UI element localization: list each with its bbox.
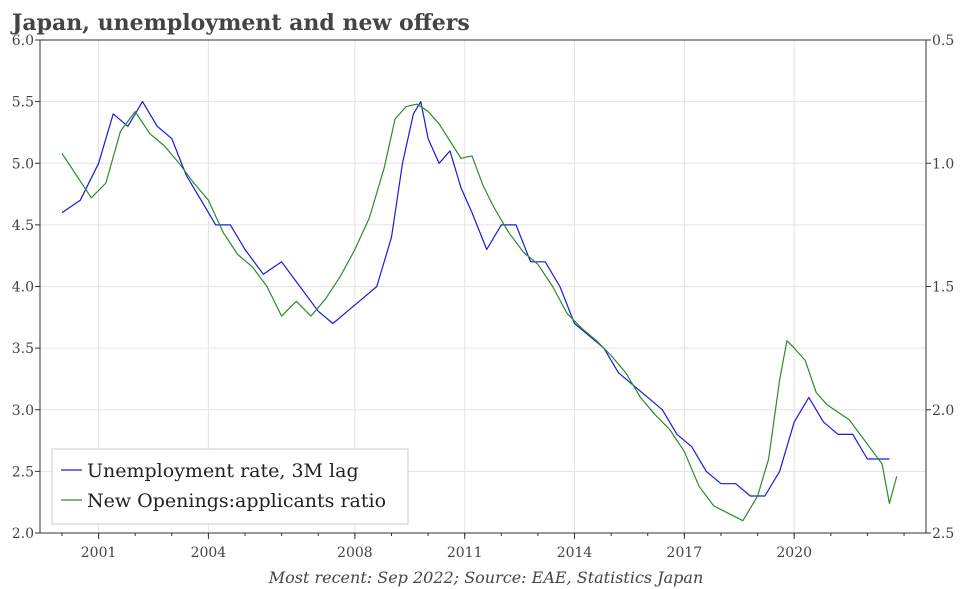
legend-box — [51, 448, 409, 525]
y-left-tick-label: 3.0 — [12, 403, 34, 419]
source-note: Most recent: Sep 2022; Source: EAE, Stat… — [268, 568, 704, 587]
y-left-tick-label: 4.0 — [12, 280, 34, 296]
x-tick-label: 2008 — [337, 545, 373, 561]
y-left-tick-label: 4.5 — [12, 218, 34, 234]
y-left-tick-label: 2.5 — [12, 464, 34, 480]
series-line-unemployment — [61, 100, 890, 497]
series-layer — [61, 100, 898, 522]
series-line-openings-ratio — [61, 103, 898, 522]
legend-label-openings: New Openings:applicants ratio — [87, 490, 386, 512]
legend: Unemployment rate, 3M lag New Openings:a… — [51, 448, 409, 525]
y-left-tick-label: 5.5 — [12, 95, 34, 111]
x-tick-label: 2001 — [81, 545, 117, 561]
y-right-tick-label: 0.5 — [932, 33, 954, 49]
y-left-tick-label: 2.0 — [12, 526, 34, 542]
x-tick-label: 2020 — [776, 545, 812, 561]
x-tick-label: 2017 — [667, 545, 703, 561]
y-left-tick-label: 6.0 — [12, 33, 34, 49]
x-tick-label: 2014 — [557, 545, 593, 561]
y-right-tick-label: 2.0 — [932, 403, 954, 419]
grid — [40, 39, 926, 534]
axes: 2.0 2.5 3.0 3.5 4.0 4.5 5.0 5.5 6.0 0.5 1.0 1.5 2.0 2… — [12, 33, 955, 561]
y-right-tick-label: 1.5 — [932, 280, 954, 296]
y-left-tick-label: 3.5 — [12, 341, 34, 357]
legend-label-unemployment: Unemployment rate, 3M lag — [87, 460, 359, 482]
y-right-tick-label: 2.5 — [932, 526, 954, 542]
x-tick-label: 2011 — [447, 545, 483, 561]
y-left-tick-label: 5.0 — [12, 156, 34, 172]
y-right-tick-label: 1.0 — [932, 156, 954, 172]
chart-title: Japan, unemployment and new offers — [10, 10, 470, 36]
x-tick-label: 2004 — [191, 545, 227, 561]
